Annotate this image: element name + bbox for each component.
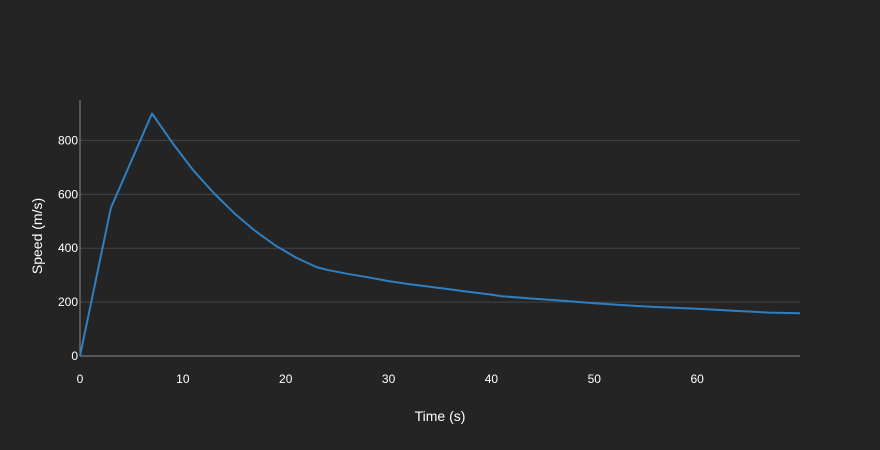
y-tick-label: 200 (58, 295, 78, 309)
axes (79, 100, 800, 357)
series-line-0 (79, 112, 801, 357)
x-tick-label: 40 (485, 372, 499, 386)
x-tick-label: 0 (77, 372, 84, 386)
y-tick-label: 400 (58, 241, 78, 255)
gridlines (80, 139, 800, 303)
y-axis-title: Speed (m/s) (29, 198, 45, 274)
x-axis-title: Time (s) (415, 408, 466, 424)
x-tick-label: 20 (279, 372, 293, 386)
series-layer (79, 112, 801, 357)
x-tick-label: 10 (176, 372, 190, 386)
y-tick-label: 600 (58, 187, 78, 201)
x-tick-label: 60 (690, 372, 704, 386)
x-tick-labels: 0 10 20 30 40 50 60 (77, 372, 704, 386)
x-tick-label: 30 (382, 372, 396, 386)
x-tick-label: 50 (588, 372, 602, 386)
y-tick-label: 0 (71, 349, 78, 363)
y-tick-labels: 0 200 400 600 800 (58, 133, 78, 363)
y-tick-label: 800 (58, 133, 78, 147)
